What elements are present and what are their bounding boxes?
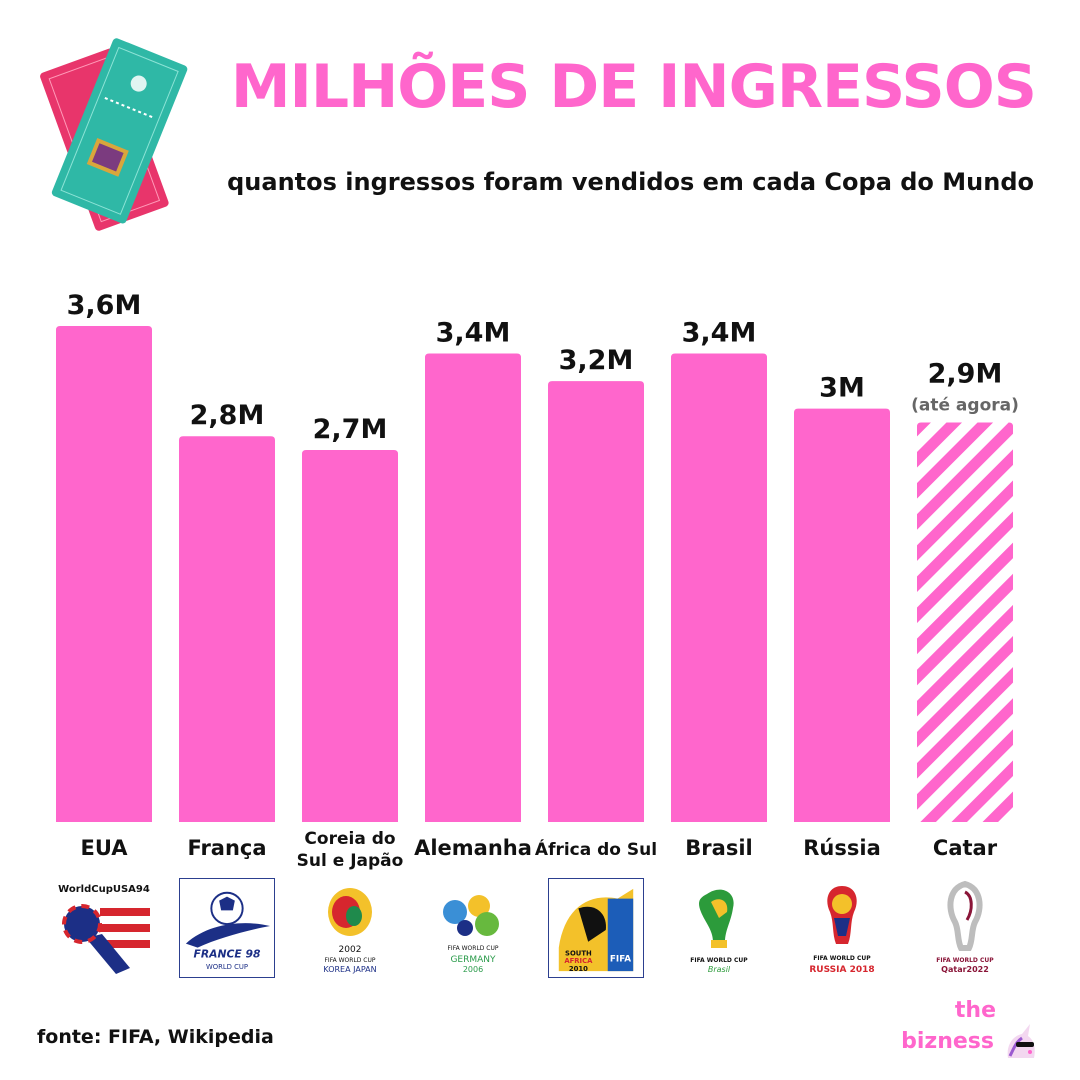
value-label-3: 2,7M xyxy=(313,414,388,445)
note-label-8: (até agora) xyxy=(911,395,1019,415)
value-label-6: 3,4M xyxy=(682,318,757,349)
bar-6 xyxy=(671,353,767,822)
tickets-icon xyxy=(40,38,188,231)
svg-text:FIFA WORLD CUP: FIFA WORLD CUP xyxy=(813,955,871,962)
value-label-8: 2,9M xyxy=(928,358,1003,389)
world-cup-usa-94-logo: WorldCupUSA94 xyxy=(56,878,152,978)
category-label-7: Rússia xyxy=(803,836,881,860)
svg-text:2002: 2002 xyxy=(339,945,362,955)
svg-text:GERMANY: GERMANY xyxy=(450,955,496,965)
bar-2 xyxy=(179,436,275,822)
svg-text:Brasil: Brasil xyxy=(708,965,731,974)
page-title: MILHÕES DE INGRESSOS xyxy=(230,52,1037,122)
svg-text:FIFA WORLD CUP: FIFA WORLD CUP xyxy=(690,957,748,964)
category-label-2: França xyxy=(187,836,266,860)
brasil-2014-logo: FIFA WORLD CUP Brasil xyxy=(671,878,767,978)
svg-text:SOUTH: SOUTH xyxy=(565,949,592,957)
svg-text:FIFA WORLD CUP: FIFA WORLD CUP xyxy=(324,957,375,964)
category-label-4: Alemanha xyxy=(414,836,532,860)
svg-text:2006: 2006 xyxy=(463,965,483,974)
qatar-2022-logo: FIFA WORLD CUP Qatar2022 xyxy=(917,878,1013,978)
svg-text:RUSSIA 2018: RUSSIA 2018 xyxy=(809,965,874,975)
svg-text:FIFA: FIFA xyxy=(610,954,631,964)
brand-line-2: bizness xyxy=(901,1029,994,1054)
svg-text:Qatar2022: Qatar2022 xyxy=(941,965,989,974)
value-label-1: 3,6M xyxy=(67,290,142,321)
page-subtitle: quantos ingressos foram vendidos em cada… xyxy=(227,168,1034,196)
svg-text:AFRICA: AFRICA xyxy=(564,957,593,965)
category-label-1: EUA xyxy=(80,836,128,860)
category-label-6: Brasil xyxy=(685,836,752,860)
source-note: fonte: FIFA, Wikipedia xyxy=(37,1026,274,1048)
brand-logo: the bizness xyxy=(901,1000,1040,1062)
svg-text:FRANCE 98: FRANCE 98 xyxy=(194,947,261,960)
value-label-2: 2,8M xyxy=(190,400,265,431)
bar-7 xyxy=(794,408,890,822)
south-africa-2010-logo: SOUTH AFRICA 2010 FIFA xyxy=(548,878,644,978)
category-label-5: África do Sul xyxy=(535,838,657,860)
france-98-logo: FRANCE 98 WORLD CUP xyxy=(179,878,275,978)
value-label-5: 3,2M xyxy=(559,345,634,376)
svg-text:FIFA WORLD CUP: FIFA WORLD CUP xyxy=(936,957,994,964)
category-label-8: Catar xyxy=(933,836,998,860)
russia-2018-logo: FIFA WORLD CUP RUSSIA 2018 xyxy=(794,878,890,978)
svg-text:2010: 2010 xyxy=(569,965,588,973)
unicorn-icon xyxy=(1007,1024,1035,1058)
bar-1 xyxy=(56,326,152,822)
bar-3 xyxy=(302,450,398,822)
bar-5 xyxy=(548,381,644,822)
value-label-4: 3,4M xyxy=(436,318,511,349)
bar-8 xyxy=(917,422,1013,822)
svg-text:FIFA WORLD CUP: FIFA WORLD CUP xyxy=(447,945,498,952)
category-label-3-line-2: Sul e Japão xyxy=(297,851,404,871)
svg-text:WORLD CUP: WORLD CUP xyxy=(206,963,248,971)
korea-japan-2002-logo: 2002 FIFA WORLD CUP KOREA JAPAN xyxy=(302,878,398,978)
value-label-7: 3M xyxy=(819,373,865,404)
svg-text:WorldCupUSA94: WorldCupUSA94 xyxy=(58,884,150,895)
bar-4 xyxy=(425,353,521,822)
brand-line-1: the xyxy=(954,998,996,1023)
germany-2006-logo: FIFA WORLD CUP GERMANY 2006 xyxy=(425,878,521,978)
svg-text:KOREA JAPAN: KOREA JAPAN xyxy=(323,965,376,974)
category-label-3-line-1: Coreia do xyxy=(304,829,395,849)
